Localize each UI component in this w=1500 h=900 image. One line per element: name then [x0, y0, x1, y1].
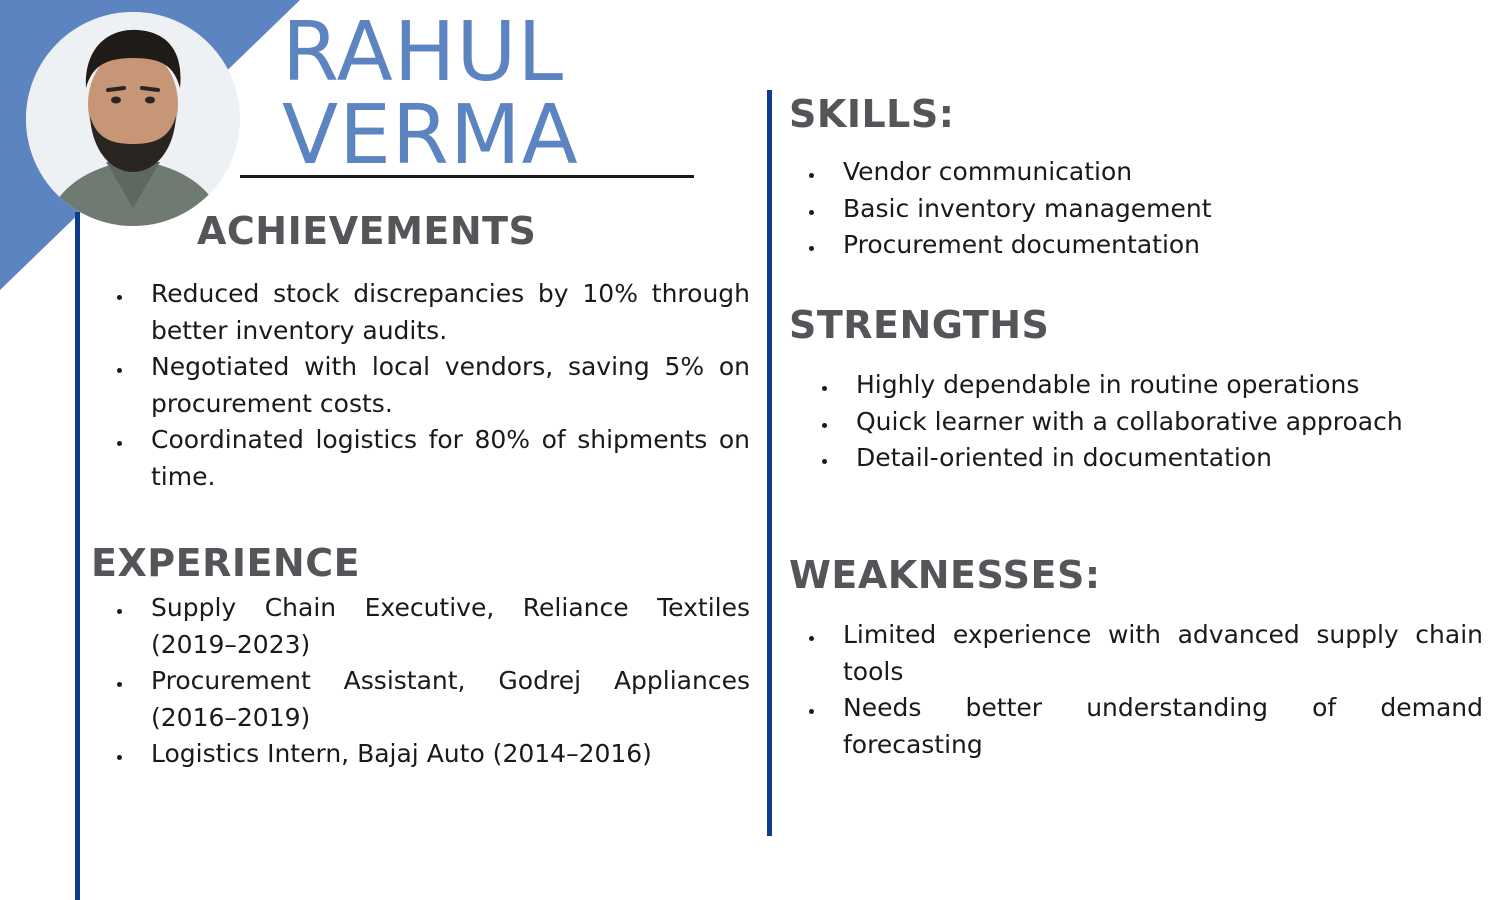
strength-item: Highly dependable in routine operations	[839, 367, 1470, 404]
skills-heading: SKILLS:	[789, 92, 955, 136]
experience-item: Logistics Intern, Bajaj Auto (2014–2016)	[134, 736, 750, 773]
experience-list: Supply Chain Executive, Reliance Textile…	[112, 590, 750, 773]
right-column-rule	[767, 90, 772, 836]
achievement-item: Reduced stock discrepancies by 10% throu…	[134, 276, 750, 349]
skill-item: Basic inventory management	[826, 191, 1466, 228]
strength-item: Detail-oriented in documentation	[839, 440, 1470, 477]
experience-heading: EXPERIENCE	[91, 541, 361, 585]
strengths-heading: STRENGTHS	[789, 303, 1050, 347]
achievements-list: Reduced stock discrepancies by 10% throu…	[112, 276, 750, 495]
achievement-item: Coordinated logistics for 80% of shipmen…	[134, 422, 750, 495]
person-portrait-icon	[26, 12, 240, 226]
name-last: VERMA	[282, 88, 579, 183]
experience-item: Supply Chain Executive, Reliance Textile…	[134, 590, 750, 663]
weaknesses-list: Limited experience with advanced supply …	[804, 617, 1483, 763]
name-underline-divider	[240, 175, 694, 178]
profile-photo	[26, 12, 240, 226]
name-first: RAHUL	[282, 5, 565, 100]
skill-item: Vendor communication	[826, 154, 1466, 191]
achievement-item: Negotiated with local vendors, saving 5%…	[134, 349, 750, 422]
experience-item: Procurement Assistant, Godrej Appliances…	[134, 663, 750, 736]
strength-item: Quick learner with a collaborative appro…	[839, 404, 1470, 441]
skill-item: Procurement documentation	[826, 227, 1466, 264]
left-column-rule	[75, 212, 80, 900]
achievements-heading: ACHIEVEMENTS	[197, 209, 537, 253]
weaknesses-heading: WEAKNESSES:	[789, 553, 1101, 597]
weakness-item: Needs better understanding of demand for…	[826, 690, 1483, 763]
strengths-list: Highly dependable in routine operations …	[817, 367, 1470, 477]
skills-list: Vendor communication Basic inventory man…	[804, 154, 1466, 264]
weakness-item: Limited experience with advanced supply …	[826, 617, 1483, 690]
